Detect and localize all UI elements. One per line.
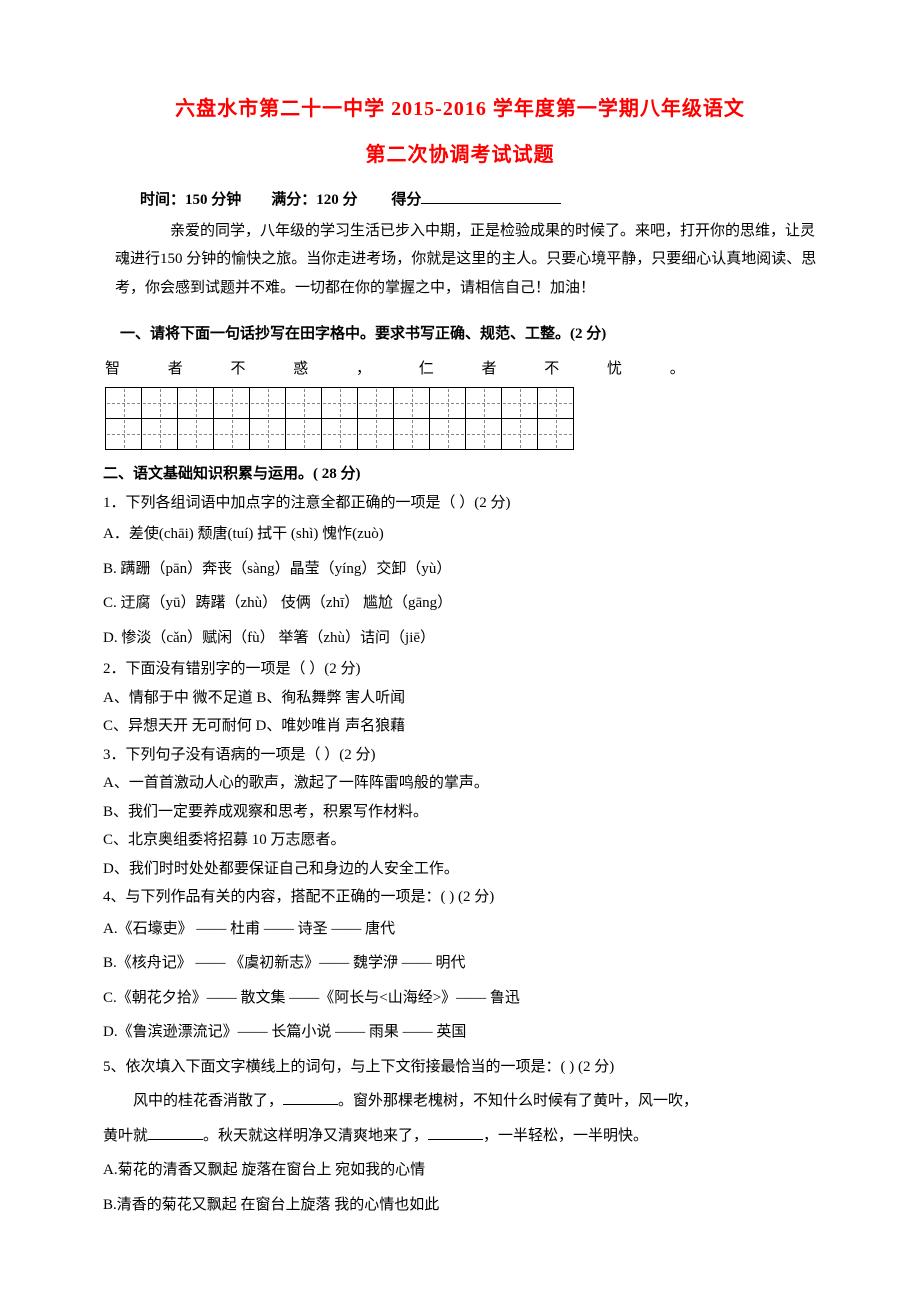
q2-opt-row2: C、异想天开 无可耐何 D、唯妙唯肖 声名狼藉 — [103, 712, 835, 741]
q3-opt-d: D、我们时时处处都要保证自己和身边的人安全工作。 — [103, 855, 835, 884]
intro-p3: 考，你会感到试题并不难。一切都在你的掌握之中，请相信自己！加油！ — [85, 274, 835, 303]
section2-header: 二、语文基础知识积累与运用。( 28 分) — [103, 460, 835, 489]
q3-opt-b: B、我们一定要养成观察和思考，积累写作材料。 — [103, 798, 835, 827]
tian-cell — [393, 418, 430, 450]
intro-p1: 亲爱的同学，八年级的学习生活已步入中期，正是检验成果的时候了。来吧，打开你的思维… — [85, 217, 835, 246]
q4-opt-c: C.《朝花夕拾》—— 散文集 ——《阿长与<山海经>》—— 鲁迅 — [103, 981, 835, 1016]
q1-stem: 1．下列各组词语中加点字的注意全都正确的一项是（ ）(2 分) — [103, 489, 835, 518]
q3-opt-c: C、北京奥组委将招募 10 万志愿者。 — [103, 826, 835, 855]
tian-cell — [285, 418, 322, 450]
tian-cell — [285, 387, 322, 419]
q5-passage-mid2: 。秋天就这样明净又清爽地来了， — [203, 1128, 428, 1144]
q1-opt-c: C. 迂腐（yū）踌躇（zhù） 伎俩（zhī） 尴尬（gāng） — [103, 586, 835, 621]
tian-cell — [177, 418, 214, 450]
q5-passage-1: 风中的桂花香消散了， 。窗外那棵老槐树，不知什么时候有了黄叶，风一吹， — [103, 1084, 835, 1119]
tian-cell — [213, 418, 250, 450]
intro-p2: 魂进行150 分钟的愉快之旅。当你走进考场，你就是这里的主人。只要心境平静，只要… — [85, 245, 835, 274]
time-label: 时间： — [140, 192, 185, 208]
q4-opt-a: A.《石壕吏》 —— 杜甫 —— 诗圣 —— 唐代 — [103, 912, 835, 947]
tian-cell — [537, 418, 574, 450]
tian-cell — [429, 418, 466, 450]
tian-cell — [465, 387, 502, 419]
tian-cell — [537, 387, 574, 419]
q4-opt-d: D.《鲁滨逊漂流记》—— 长篇小说 —— 雨果 —— 英国 — [103, 1015, 835, 1050]
tian-cell — [357, 418, 394, 450]
tian-grid — [105, 387, 835, 450]
q5-passage-pre: 风中的桂花香消散了， — [133, 1093, 283, 1109]
tian-cell — [213, 387, 250, 419]
got-label: 得分 — [391, 192, 421, 208]
section1-header: 一、请将下面一句话抄写在田字格中。要求书写正确、规范、工整。(2 分) — [120, 320, 835, 349]
q5-passage-mid1: 。窗外那棵老槐树，不知什么时候有了黄叶，风一吹， — [338, 1093, 698, 1109]
tian-phrase: 智 者 不 惑 ， 仁 者 不 忧 。 — [105, 355, 835, 384]
tian-cell — [177, 387, 214, 419]
score-label: 满分： — [271, 192, 316, 208]
q3-stem: 3．下列句子没有语病的一项是（ ）(2 分) — [103, 741, 835, 770]
tian-cell — [357, 387, 394, 419]
tian-cell — [321, 387, 358, 419]
q2-opt-row1: A、情郁于中 微不足道 B、徇私舞弊 害人听闻 — [103, 684, 835, 713]
tian-cell — [249, 418, 286, 450]
q5-stem: 5、依次填入下面文字横线上的词句，与上下文衔接最恰当的一项是：( ) (2 分) — [103, 1050, 835, 1085]
exam-subtitle: 第二次协调考试试题 — [85, 136, 835, 174]
tian-cell — [105, 418, 142, 450]
q3-opt-a: A、一首首激动人心的歌声，激起了一阵阵雷鸣般的掌声。 — [103, 769, 835, 798]
q5-opt-a: A.菊花的清香又飘起 旋落在窗台上 宛如我的心情 — [103, 1153, 835, 1188]
time-value: 150 分钟 — [185, 192, 241, 208]
exam-info-line: 时间：150 分钟 满分：120 分 得分 — [140, 186, 835, 215]
exam-title: 六盘水市第二十一中学 2015-2016 学年度第一学期八年级语文 — [85, 90, 835, 128]
tian-cell — [393, 387, 430, 419]
tian-cell — [465, 418, 502, 450]
tian-cell — [429, 387, 466, 419]
tian-cell — [249, 387, 286, 419]
q1-opt-b: B. 蹒跚（pān）奔丧（sàng）晶莹（yíng）交卸（yù） — [103, 552, 835, 587]
tian-cell — [105, 387, 142, 419]
q2-stem: 2．下面没有错别字的一项是（ ）(2 分) — [103, 655, 835, 684]
q4-opt-b: B.《核舟记》 —— 《虞初新志》—— 魏学洢 —— 明代 — [103, 946, 835, 981]
tian-row — [105, 387, 835, 419]
tian-cell — [141, 418, 178, 450]
q5-passage-pre2: 黄叶就 — [103, 1128, 148, 1144]
score-blank — [421, 190, 561, 204]
q1-opt-d: D. 惨淡（cǎn）赋闲（fù） 举箸（zhù）诘问（jiē） — [103, 621, 835, 656]
tian-cell — [501, 418, 538, 450]
fill-blank — [428, 1126, 483, 1140]
q5-passage-end: ，一半轻松，一半明快。 — [483, 1128, 648, 1144]
tian-cell — [321, 418, 358, 450]
fill-blank — [283, 1091, 338, 1105]
q4-stem: 4、与下列作品有关的内容，搭配不正确的一项是：( ) (2 分) — [103, 883, 835, 912]
score-value: 120 分 — [316, 192, 357, 208]
tian-cell — [501, 387, 538, 419]
q1-opt-a: A．差使(chāi) 颓唐(tuí) 拭干 (shì) 愧怍(zuò) — [103, 517, 835, 552]
fill-blank — [148, 1126, 203, 1140]
q5-opt-b: B.清香的菊花又飘起 在窗台上旋落 我的心情也如此 — [103, 1188, 835, 1223]
q5-passage-2: 黄叶就 。秋天就这样明净又清爽地来了， ，一半轻松，一半明快。 — [103, 1119, 835, 1154]
tian-row — [105, 419, 835, 450]
tian-cell — [141, 387, 178, 419]
